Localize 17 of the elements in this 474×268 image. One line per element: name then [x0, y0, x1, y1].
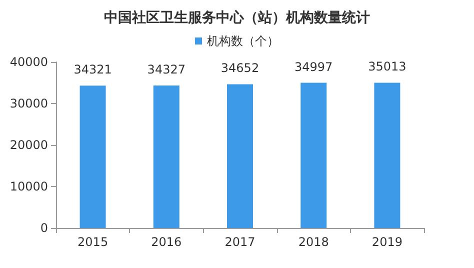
legend-label: 机构数（个）: [207, 34, 279, 48]
x-tick-label: 2016: [151, 235, 182, 249]
data-label: 34997: [294, 60, 333, 74]
x-tick-label: 2015: [78, 235, 108, 249]
x-tick-label: 2019: [372, 235, 402, 249]
data-label: 34652: [220, 61, 260, 76]
y-tick-label: 20000: [10, 138, 48, 152]
y-tick-label: 30000: [10, 96, 48, 110]
data-label: 34321: [74, 62, 112, 77]
x-tick-label: 2018: [298, 235, 329, 249]
data-label: 35013: [368, 60, 406, 74]
data-label: 34327: [147, 62, 186, 77]
y-tick-label: 0: [40, 221, 48, 235]
y-tick-label: 10000: [10, 180, 48, 194]
y-tick-label: 40000: [10, 55, 48, 69]
chart-title: 中国社区卫生服务中心（站）机构数量统计: [104, 9, 370, 26]
x-tick-label: 2017: [224, 235, 256, 249]
